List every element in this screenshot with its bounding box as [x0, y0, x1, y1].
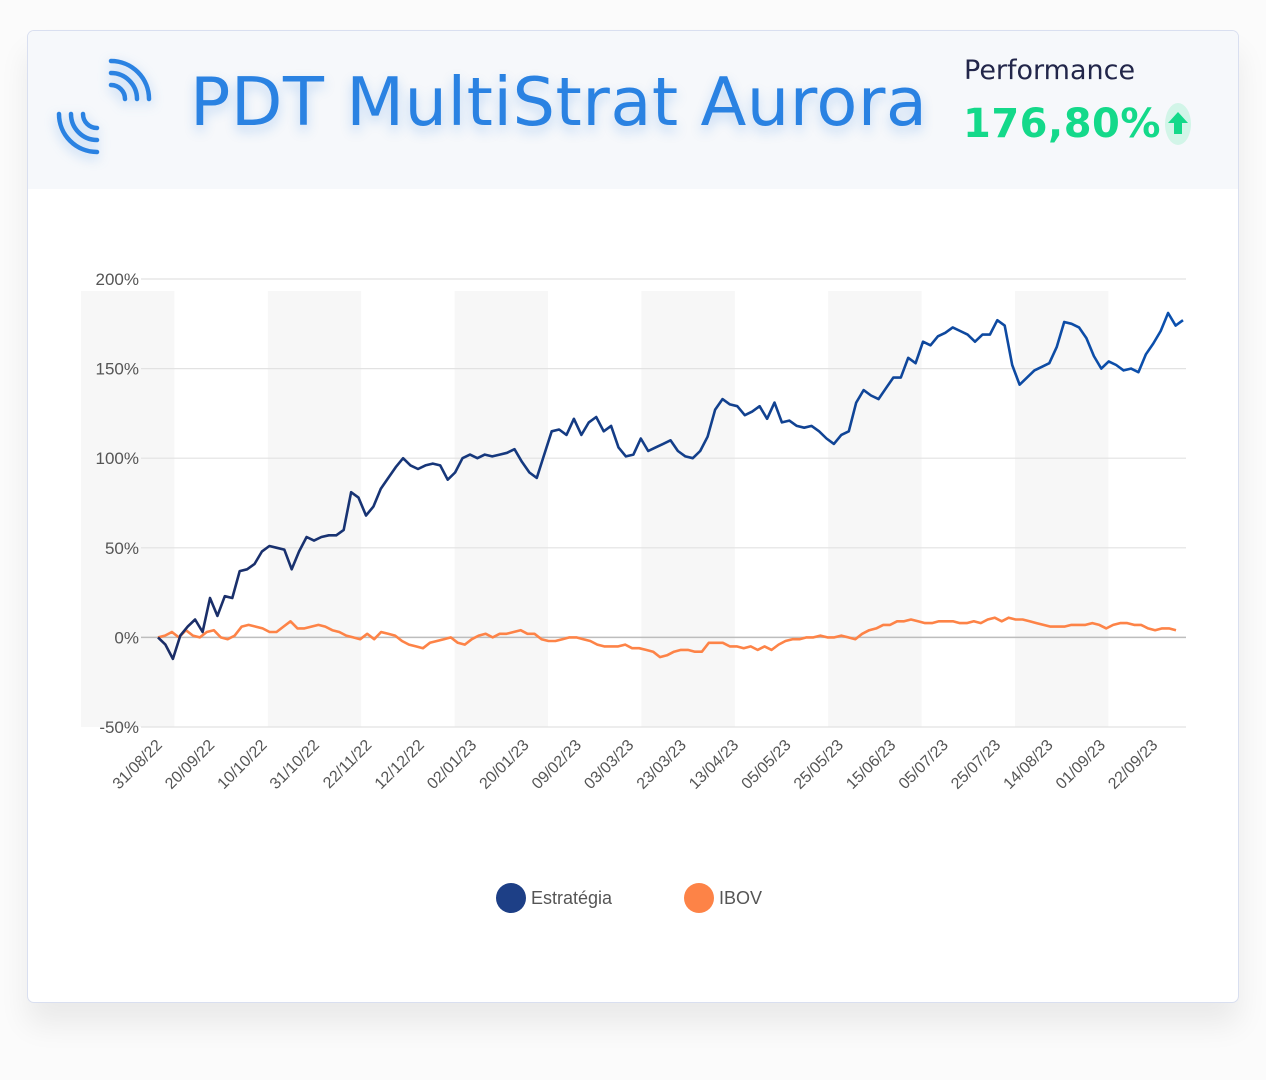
- performance-label: Performance: [964, 55, 1136, 86]
- x-tick-label: 15/06/23: [843, 737, 899, 793]
- x-tick-label: 12/12/22: [372, 737, 428, 793]
- x-tick-label: 31/10/22: [267, 737, 323, 793]
- legend-item-ibov[interactable]: IBOV: [684, 883, 762, 913]
- legend-dot-ibov-icon: [684, 883, 715, 913]
- y-tick-label: -50%: [99, 718, 139, 737]
- legend-item-estrategia[interactable]: Estratégia: [496, 883, 612, 913]
- arrow-up-icon: [1165, 103, 1191, 145]
- x-tick-label: 23/03/23: [634, 737, 690, 793]
- performance-value: 176,80%: [963, 101, 1161, 147]
- series-line-estrategia[interactable]: [157, 311, 1184, 661]
- x-tick-label: 14/08/23: [1001, 737, 1057, 793]
- x-tick-label: 10/10/22: [215, 737, 271, 793]
- x-tick-label: 13/04/23: [686, 737, 742, 793]
- x-tick-label: 05/05/23: [739, 737, 795, 793]
- performance-card: PDT MultiStrat Aurora Performance 176,80…: [27, 30, 1239, 1003]
- x-tick-label: 01/09/23: [1053, 737, 1109, 793]
- legend-label: Estratégia: [531, 887, 613, 908]
- line-chart: 200% 150% 100% 50% 0% -50% 31/08/2220/09/2210…: [81, 270, 1186, 793]
- x-tick-label: 20/09/22: [162, 737, 218, 793]
- grid-lines: [141, 278, 1186, 728]
- y-tick-label: 0%: [114, 628, 139, 647]
- x-tick-label: 02/01/23: [424, 737, 480, 793]
- x-tick-label: 31/08/22: [110, 737, 166, 793]
- x-tick-label: 25/05/23: [791, 737, 847, 793]
- series-line-ibov[interactable]: [157, 616, 1177, 659]
- y-axis: 200% 150% 100% 50% 0% -50%: [96, 270, 139, 737]
- x-tick-label: 22/11/22: [320, 737, 375, 792]
- x-axis: 31/08/2220/09/2210/10/2231/10/2222/11/22…: [110, 737, 1162, 793]
- x-tick-label: 03/03/23: [581, 737, 637, 793]
- y-tick-label: 200%: [96, 270, 139, 289]
- signal-waves-icon: [56, 58, 152, 155]
- plot-bands: [81, 291, 1109, 727]
- chart-legend: Estratégia IBOV: [496, 883, 834, 913]
- legend-label: IBOV: [719, 887, 763, 908]
- y-tick-label: 100%: [96, 449, 139, 468]
- page-title: PDT MultiStrat Aurora: [190, 63, 928, 141]
- y-tick-label: 50%: [105, 539, 139, 558]
- x-tick-label: 22/09/23: [1105, 737, 1161, 793]
- y-tick-label: 150%: [96, 360, 139, 379]
- card-header: PDT MultiStrat Aurora Performance 176,80…: [28, 31, 1238, 189]
- x-tick-label: 25/07/23: [948, 737, 1004, 793]
- x-tick-label: 05/07/23: [896, 737, 952, 793]
- legend-dot-estrategia-icon: [496, 883, 526, 913]
- x-tick-label: 20/01/23: [477, 737, 533, 793]
- x-tick-label: 09/02/23: [529, 737, 585, 793]
